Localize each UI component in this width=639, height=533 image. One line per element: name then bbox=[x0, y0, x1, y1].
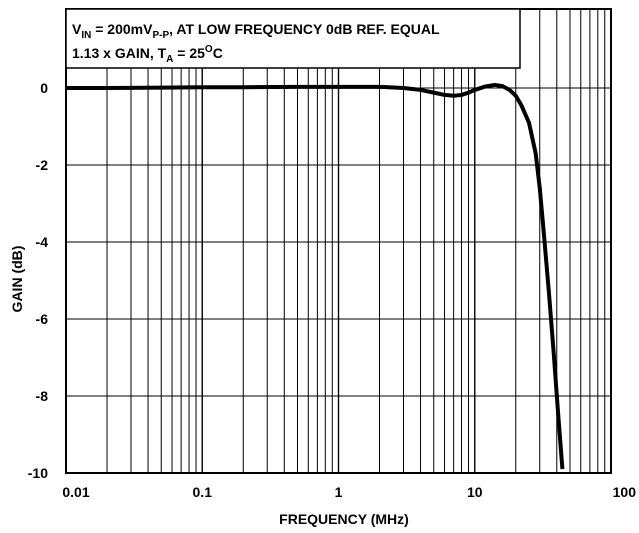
annotation-box bbox=[65, 8, 521, 69]
annotation-line-2: 1.13 x GAIN, TA = 25OC bbox=[72, 44, 223, 65]
x-tick-label: 0.01 bbox=[62, 484, 89, 500]
x-axis-title: FREQUENCY (MHz) bbox=[279, 511, 409, 527]
y-tick-label: -6 bbox=[36, 311, 49, 327]
y-tick-label: -8 bbox=[36, 388, 49, 404]
y-tick-label: -4 bbox=[36, 234, 49, 250]
y-tick-labels: 0 -2 -4 -6 -8 -10 bbox=[28, 80, 48, 481]
x-tick-labels: 0.01 0.1 1 10 100 bbox=[62, 484, 636, 500]
y-tick-label: -10 bbox=[28, 465, 48, 481]
y-axis-title: GAIN (dB) bbox=[9, 246, 25, 313]
gain-curve bbox=[66, 82, 565, 470]
x-tick-label: 0.1 bbox=[193, 484, 213, 500]
x-tick-label: 1 bbox=[335, 484, 343, 500]
x-tick-label: 100 bbox=[613, 484, 637, 500]
annotation-line-1: VIN = 200mVP-P, AT LOW FREQUENCY 0dB REF… bbox=[72, 21, 440, 41]
annotation: VIN = 200mVP-P, AT LOW FREQUENCY 0dB REF… bbox=[72, 21, 440, 65]
y-tick-label: -2 bbox=[36, 157, 49, 173]
x-tick-label: 10 bbox=[467, 484, 483, 500]
y-tick-label: 0 bbox=[40, 80, 48, 96]
series-layer bbox=[66, 82, 565, 470]
